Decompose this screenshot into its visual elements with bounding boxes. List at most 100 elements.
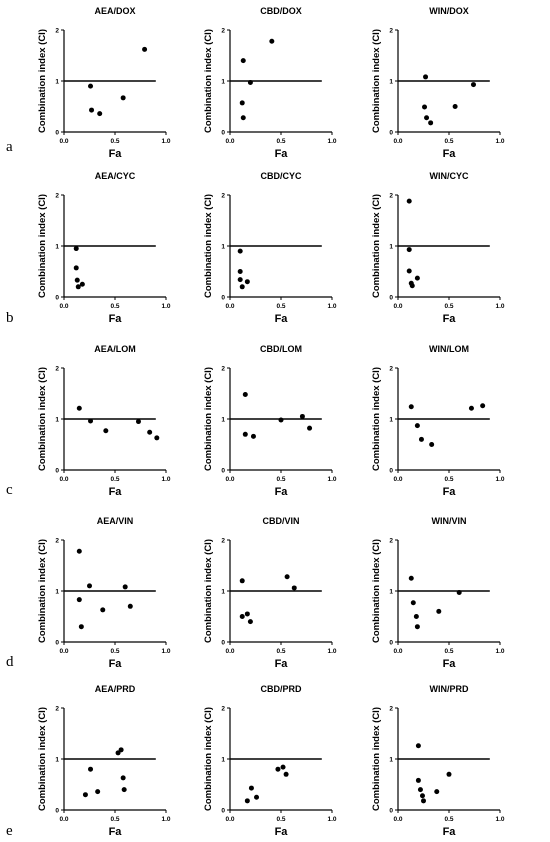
- y-tick-label: 0: [389, 807, 393, 814]
- data-point: [423, 74, 429, 80]
- data-point: [244, 279, 250, 285]
- x-axis-label: Fa: [443, 486, 457, 498]
- y-axis-label: Combination index (CI): [37, 707, 48, 811]
- y-tick-label: 2: [221, 537, 225, 544]
- x-tick-label: 0.5: [276, 476, 285, 483]
- x-axis-label: Fa: [275, 658, 289, 670]
- x-tick-label: 1.0: [327, 138, 336, 145]
- data-point: [406, 268, 412, 274]
- x-tick-label: 1.0: [495, 476, 504, 483]
- x-tick-label: 0.5: [444, 138, 453, 145]
- data-point: [88, 83, 94, 89]
- x-tick-label: 0.0: [59, 648, 68, 655]
- data-point: [103, 428, 109, 434]
- y-tick-label: 1: [55, 756, 59, 763]
- y-tick-label: 1: [55, 243, 59, 250]
- x-tick-label: 1.0: [161, 648, 170, 655]
- data-point: [422, 104, 428, 110]
- data-point: [283, 771, 289, 777]
- x-tick-label: 0.0: [225, 476, 234, 483]
- data-point: [299, 413, 305, 419]
- x-tick-label: 1.0: [161, 476, 170, 483]
- x-axis-label: Fa: [443, 148, 457, 160]
- data-point: [424, 115, 430, 121]
- y-tick-label: 2: [55, 27, 59, 34]
- y-axis-label: Combination index (CI): [371, 29, 382, 133]
- scatter-panel: CBD/VIN 0 1 2 0.0 0.5 1.0 Fa Combination index (…: [203, 516, 337, 670]
- data-point: [78, 624, 84, 630]
- y-tick-label: 1: [389, 78, 393, 85]
- y-tick-label: 1: [389, 416, 393, 423]
- data-point: [248, 785, 254, 791]
- data-point: [480, 403, 486, 409]
- y-tick-label: 1: [221, 243, 225, 250]
- data-point: [434, 789, 440, 795]
- y-tick-label: 0: [389, 639, 393, 646]
- data-point: [240, 58, 246, 64]
- data-point: [239, 578, 245, 584]
- data-point: [415, 743, 421, 749]
- data-point: [88, 418, 94, 424]
- chart-title: AEA/PRD: [95, 684, 136, 694]
- data-point: [406, 198, 412, 204]
- y-tick-label: 0: [55, 294, 59, 301]
- y-tick-label: 0: [221, 639, 225, 646]
- y-tick-label: 0: [221, 294, 225, 301]
- x-tick-label: 0.5: [276, 138, 285, 145]
- x-tick-label: 1.0: [327, 648, 336, 655]
- x-tick-label: 1.0: [495, 816, 504, 823]
- y-tick-label: 2: [55, 537, 59, 544]
- y-tick-label: 1: [221, 416, 225, 423]
- data-point: [237, 248, 243, 254]
- x-tick-label: 0.0: [225, 816, 234, 823]
- x-axis-label: Fa: [109, 486, 123, 498]
- data-point: [122, 584, 128, 590]
- x-tick-label: 1.0: [495, 303, 504, 310]
- y-tick-label: 1: [55, 588, 59, 595]
- x-tick-label: 0.5: [276, 816, 285, 823]
- data-point: [75, 284, 81, 290]
- chart-title: CBD/VIN: [262, 516, 299, 526]
- y-axis-label: Combination index (CI): [371, 539, 382, 643]
- scatter-panel: AEA/CYC 0 1 2 0.0 0.5 1.0 Fa Combination index (…: [37, 171, 171, 325]
- chart-title: AEA/VIN: [97, 516, 134, 526]
- y-axis-label: Combination index (CI): [203, 539, 214, 643]
- data-point: [73, 265, 79, 271]
- y-tick-label: 0: [221, 129, 225, 136]
- y-tick-label: 1: [221, 78, 225, 85]
- y-axis-label: Combination index (CI): [37, 194, 48, 298]
- y-axis-label: Combination index (CI): [203, 194, 214, 298]
- data-point: [275, 766, 281, 772]
- x-tick-label: 1.0: [495, 138, 504, 145]
- scatter-panel: AEA/DOX 0 1 2 0.0 0.5 1.0 Fa Combination index (…: [37, 6, 171, 160]
- y-tick-label: 2: [221, 192, 225, 199]
- x-axis-label: Fa: [109, 313, 123, 325]
- data-point: [291, 585, 297, 591]
- y-tick-label: 1: [389, 588, 393, 595]
- y-tick-label: 0: [221, 807, 225, 814]
- x-axis-label: Fa: [443, 313, 457, 325]
- chart-title: WIN/DOX: [429, 6, 469, 16]
- y-tick-label: 2: [389, 365, 393, 372]
- y-tick-label: 2: [221, 27, 225, 34]
- y-axis-label: Combination index (CI): [37, 539, 48, 643]
- scatter-panel: CBD/LOM 0 1 2 0.0 0.5 1.0 Fa Combination index (…: [203, 344, 337, 498]
- x-tick-label: 1.0: [327, 476, 336, 483]
- row-label: e: [6, 823, 13, 839]
- y-tick-label: 0: [389, 129, 393, 136]
- y-tick-label: 0: [389, 467, 393, 474]
- data-point: [406, 247, 412, 253]
- y-tick-label: 0: [389, 294, 393, 301]
- data-point: [88, 766, 94, 772]
- data-point: [415, 777, 421, 783]
- data-point: [421, 798, 426, 804]
- data-point: [240, 115, 246, 121]
- data-point: [74, 277, 80, 283]
- chart-title: CBD/DOX: [260, 6, 302, 16]
- chart-title: WIN/LOM: [429, 344, 469, 354]
- data-point: [121, 787, 127, 793]
- data-point: [419, 793, 425, 799]
- x-tick-label: 0.5: [276, 648, 285, 655]
- x-axis-label: Fa: [275, 148, 289, 160]
